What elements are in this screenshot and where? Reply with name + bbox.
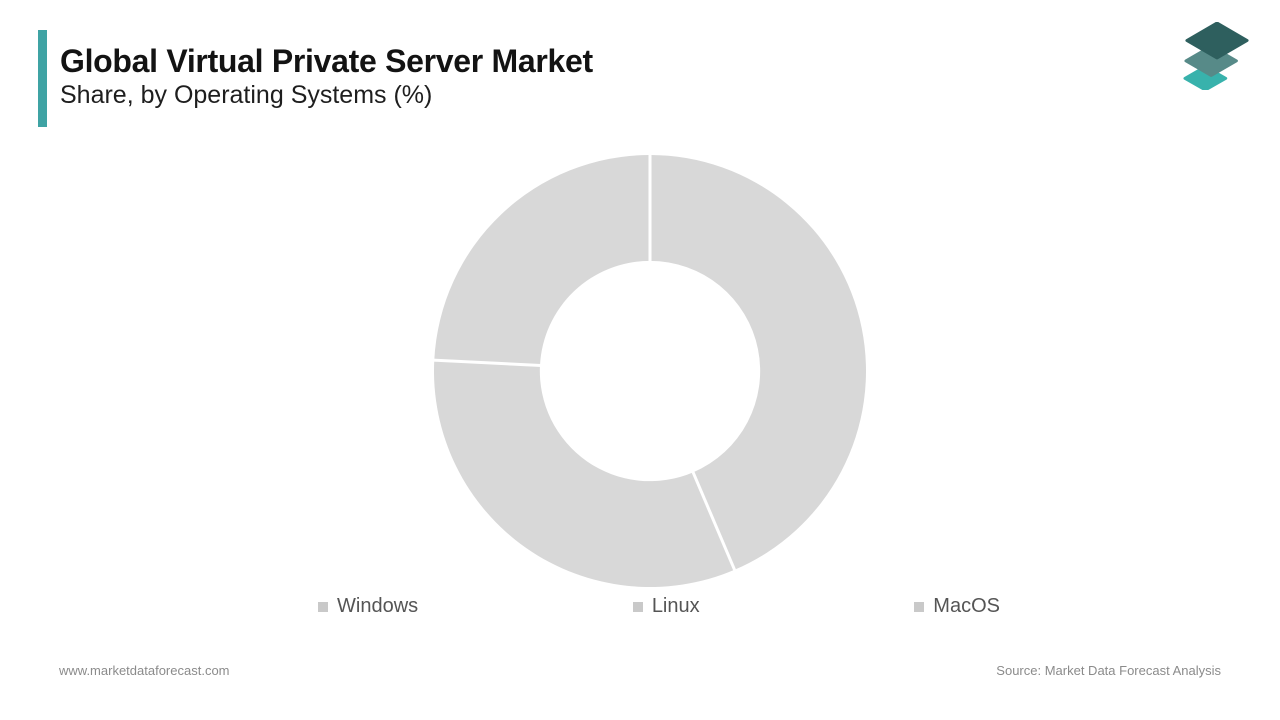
legend-item-linux: Linux xyxy=(632,595,700,618)
page-subtitle: Share, by Operating Systems (%) xyxy=(60,81,433,109)
legend-label: Windows xyxy=(337,595,419,617)
website-url: www.marketdataforecast.com xyxy=(59,663,230,678)
legend-label: MacOS xyxy=(933,595,1000,617)
chart-legend: Windows Linux MacOS xyxy=(318,595,1000,618)
legend-item-windows: Windows xyxy=(318,595,418,618)
legend-label: Linux xyxy=(651,595,700,617)
donut-segment-macos xyxy=(434,154,650,366)
donut-chart xyxy=(433,154,867,587)
donut-separator xyxy=(691,470,737,572)
source-note: Source: Market Data Forecast Analysis xyxy=(996,663,1221,678)
legend-item-macos: MacOS xyxy=(914,595,1000,618)
donut-segment-linux xyxy=(433,360,735,587)
legend-marker-icon xyxy=(318,601,328,612)
legend-marker-icon xyxy=(632,601,643,612)
logo-layer-top xyxy=(1185,22,1249,60)
title-accent-bar xyxy=(38,30,47,127)
donut-segment-windows xyxy=(650,155,867,570)
donut-separator xyxy=(433,358,542,368)
header: Global Virtual Private Server Market Sha… xyxy=(60,42,593,110)
company-logo-icon xyxy=(1183,22,1249,90)
legend-marker-icon xyxy=(914,601,925,612)
page-title: Global Virtual Private Server Market xyxy=(60,43,593,79)
